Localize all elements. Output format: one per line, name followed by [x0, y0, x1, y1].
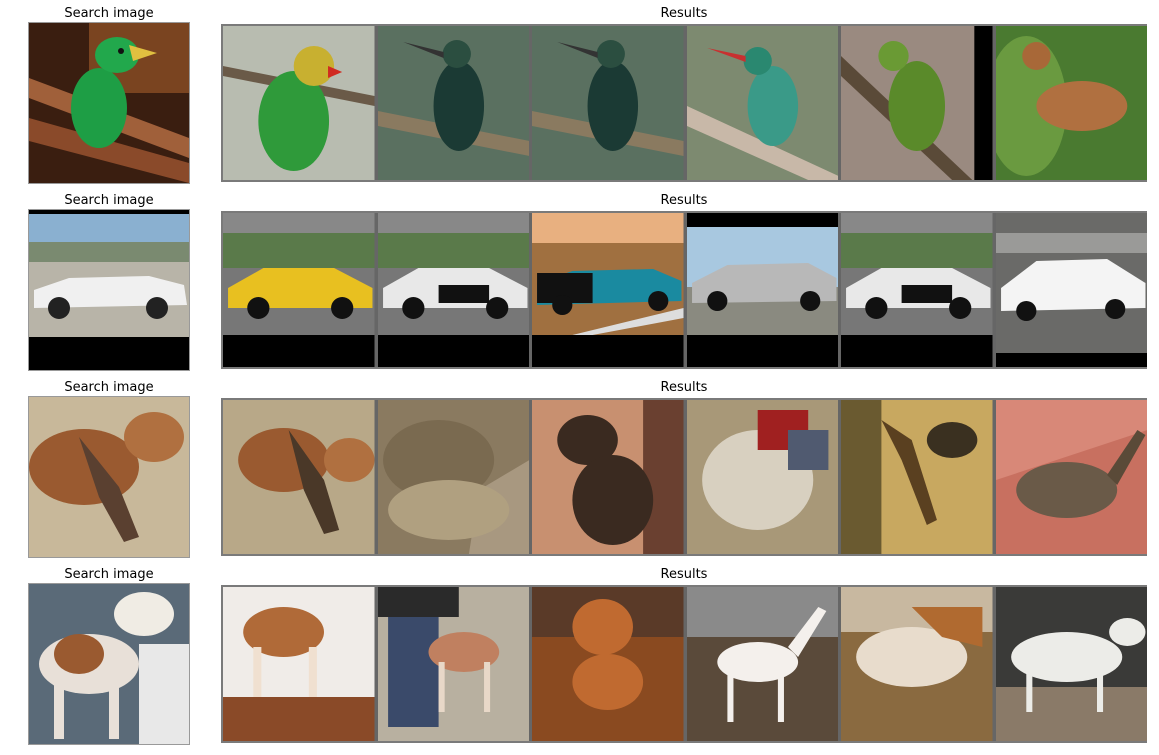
result-thumb-hummingbird	[377, 26, 529, 180]
search-image-label: Search image	[64, 6, 154, 21]
search-image-label: Search image	[64, 567, 154, 582]
query-image-white-convertible	[28, 209, 190, 371]
result-row-4: Search image Results	[0, 568, 1159, 755]
results-label: Results	[660, 380, 708, 395]
results-label: Results	[660, 6, 708, 21]
result-thumb-vizsla-puppy	[532, 587, 684, 741]
search-image-label: Search image	[64, 193, 154, 208]
query-image-green-toucanet	[28, 22, 190, 184]
result-thumb-white-horse	[995, 587, 1147, 741]
results-strip	[221, 24, 1147, 182]
result-thumb-sleeping-cat	[377, 400, 529, 554]
result-thumb-mongoose	[995, 400, 1147, 554]
query-image-grazing-horses	[28, 396, 190, 558]
result-thumb-monkey	[532, 400, 684, 554]
query-image-hound-dog	[28, 583, 190, 745]
search-image-label: Search image	[64, 380, 154, 395]
result-thumb-white-greyhound	[686, 587, 838, 741]
result-thumb-white-hatchback	[995, 213, 1147, 367]
result-thumb-lizard	[841, 400, 993, 554]
result-thumb-brown-white-dog	[223, 587, 375, 741]
result-thumb-white-rally-car	[377, 213, 529, 367]
result-thumb-rodeo-horse	[686, 400, 838, 554]
result-row-1: Search image Results	[0, 7, 1159, 194]
result-thumb-brown-songbird	[995, 26, 1147, 180]
result-thumb-pony	[841, 587, 993, 741]
results-strip	[221, 585, 1147, 743]
results-strip	[221, 211, 1147, 369]
results-label: Results	[660, 193, 708, 208]
result-thumb-grazing-horses	[223, 400, 375, 554]
result-row-2: Search image Results	[0, 194, 1159, 381]
result-thumb-teal-classic-convertible	[532, 213, 684, 367]
result-row-3: Search image Results	[0, 381, 1159, 568]
result-thumb-yellow-race-car	[223, 213, 375, 367]
result-thumb-lovebird	[223, 26, 375, 180]
result-thumb-hummingbird-duplicate	[532, 26, 684, 180]
result-thumb-green-parakeet	[841, 26, 993, 180]
result-thumb-greyhound-with-person	[377, 587, 529, 741]
results-label: Results	[660, 567, 708, 582]
result-thumb-white-rally-car-duplicate	[841, 213, 993, 367]
result-thumb-hummingbird-red-beak	[686, 26, 838, 180]
results-strip	[221, 398, 1147, 556]
result-thumb-silver-station-wagon	[686, 213, 838, 367]
